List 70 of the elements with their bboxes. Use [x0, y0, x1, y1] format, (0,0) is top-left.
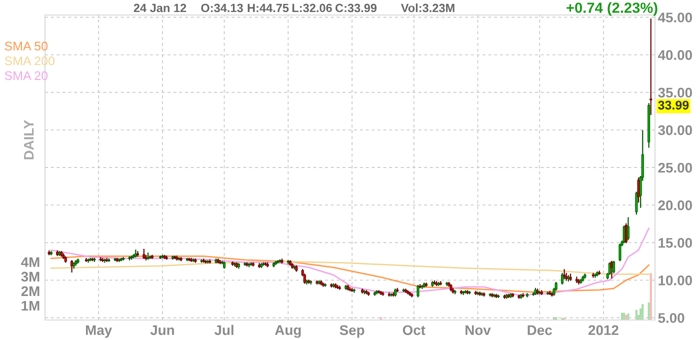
candlestick: [204, 260, 208, 264]
bar: [650, 273, 652, 320]
candlestick: [322, 282, 324, 287]
candlestick: [408, 292, 412, 296]
candlestick: [382, 292, 384, 296]
candlestick: [637, 177, 640, 203]
candlestick: [142, 248, 146, 259]
y-tick-label: 25.00: [658, 162, 692, 173]
x-tick-label: Sep: [340, 325, 364, 338]
y2-tick-label: 2M: [21, 286, 40, 296]
candlestick: [563, 269, 566, 280]
y-tick-label: 15.00: [658, 238, 692, 248]
line-series: [50, 255, 650, 293]
candlestick: [650, 18, 652, 116]
text: SMA 20: [4, 71, 48, 80]
candlestick: [512, 293, 514, 298]
text: 24 Jan 12: [134, 4, 186, 12]
bar: [648, 302, 650, 320]
candlestick: [363, 290, 366, 294]
text: C:33.99: [335, 4, 377, 12]
x-tick-label: Jul: [214, 324, 234, 336]
bar: [620, 312, 624, 320]
y2-tick-label: 4M: [21, 257, 40, 267]
candlestick: [526, 293, 529, 298]
candlestick: [626, 217, 630, 240]
text: H:44.75: [248, 4, 289, 12]
candlestick: [416, 284, 420, 298]
candlestick: [618, 244, 622, 262]
y-tick-label: 45.00: [658, 12, 692, 22]
candlestick: [612, 260, 616, 274]
candlestick: [406, 290, 409, 294]
candlestick: [608, 262, 611, 275]
candlestick: [373, 292, 376, 296]
candlestick: [348, 287, 352, 292]
y-tick-label: 5.00: [658, 313, 684, 323]
y-tick-label: 10.00: [658, 276, 692, 286]
x-tick-label: May: [86, 325, 112, 338]
y-tick-label: 30.00: [658, 125, 692, 136]
candlestick: [522, 293, 524, 298]
candlestick: [101, 258, 104, 262]
x-tick-label: Dec: [528, 325, 552, 336]
text: SMA 50: [4, 42, 48, 51]
text: L:32.06: [292, 4, 332, 12]
candlestick: [454, 290, 456, 294]
y-tick-label: 20.00: [658, 200, 692, 210]
candlestick: [136, 251, 140, 257]
text: DAILY: [24, 120, 34, 160]
x-tick-label: Oct: [402, 325, 426, 336]
x-tick-label: Aug: [275, 325, 301, 338]
x-tick-label: Nov: [466, 325, 491, 336]
text: SMA 200: [4, 56, 54, 66]
line-series: [50, 228, 650, 296]
line-series: [50, 260, 650, 275]
y2-tick-label: 1M: [22, 300, 40, 311]
candlestick: [418, 284, 422, 288]
annotation: +0.74 (2.23%): [566, 2, 658, 16]
y-tick-label: 35.00: [658, 88, 692, 98]
text: O:34.13: [201, 4, 243, 12]
y-tick-label: 40.00: [658, 50, 692, 60]
candlestick: [84, 258, 88, 262]
candlestick: [560, 272, 564, 284]
text: Vol:3.23M: [400, 4, 454, 12]
x-tick-label: 2012: [588, 325, 618, 336]
candlestick: [324, 283, 327, 287]
x-tick-label: Jun: [150, 325, 174, 336]
annotation: 33.99: [658, 100, 689, 110]
bar: [642, 304, 644, 320]
y2-tick-label: 3M: [21, 272, 40, 282]
candlestick: [392, 292, 395, 297]
candlestick: [635, 192, 638, 215]
